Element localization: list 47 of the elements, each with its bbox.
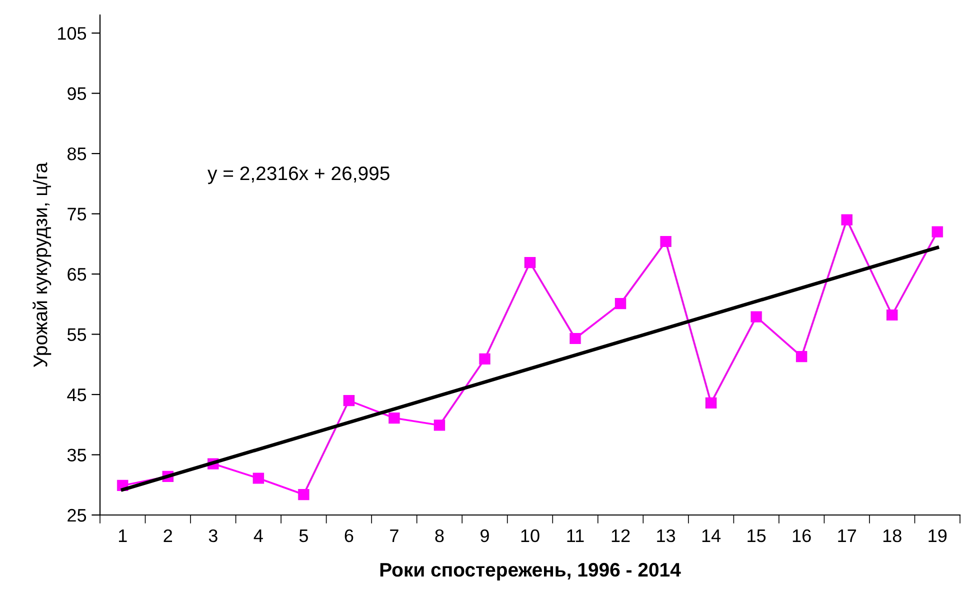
y-tick-label: 85 — [68, 147, 86, 160]
x-tick-label: 12 — [612, 529, 630, 542]
y-axis-title: Урожай кукурудзи, ц/га — [32, 162, 52, 368]
x-tick-label: 4 — [254, 530, 263, 542]
x-tick-label: 19 — [928, 529, 947, 542]
x-tick-label: 1 — [118, 530, 127, 542]
x-tick-label: 10 — [521, 529, 540, 542]
y-tick-label: 35 — [67, 448, 86, 462]
y-tick-label: 105 — [58, 27, 86, 40]
point — [750, 311, 762, 322]
x-tick-label: 8 — [435, 529, 444, 542]
point — [886, 309, 898, 321]
point — [570, 332, 581, 344]
x-tick-label: 11 — [567, 530, 584, 542]
point — [705, 397, 717, 409]
point — [524, 257, 536, 268]
point — [343, 394, 355, 406]
point — [298, 488, 310, 500]
point — [479, 353, 490, 365]
x-tick-label: 2 — [164, 529, 172, 542]
x-tick-label: 14 — [702, 530, 721, 542]
y-tick-label: 65 — [68, 268, 86, 281]
point — [932, 226, 943, 238]
x-tick-label: 9 — [480, 529, 489, 542]
y-tick-label: 95 — [68, 87, 86, 100]
x-axis-title: Роки спостережень, 1996 - 2014 — [380, 562, 681, 581]
x-tick-label: 17 — [838, 530, 856, 542]
x-tick-label: 6 — [344, 529, 354, 542]
point — [660, 236, 672, 248]
x-tick-label: 18 — [883, 529, 902, 542]
x-tick-label: 5 — [299, 530, 308, 542]
y-tick-label: 55 — [67, 328, 86, 341]
point — [252, 472, 264, 484]
x-tick-label: 3 — [208, 529, 218, 542]
point — [434, 420, 446, 431]
x-tick-label: 13 — [657, 529, 676, 542]
point — [841, 214, 852, 226]
x-tick-label: 7 — [390, 530, 398, 542]
point — [614, 298, 626, 310]
x-tick-label: 16 — [792, 529, 811, 542]
x-tick-label: 15 — [748, 530, 766, 542]
y-tick-label: 45 — [67, 388, 86, 402]
y-tick-label: 75 — [68, 208, 86, 221]
point — [388, 412, 400, 424]
point — [796, 351, 808, 362]
annotation: y = 2,2316x + 26,995 — [208, 166, 390, 184]
y-tick-label: 25 — [68, 508, 86, 522]
